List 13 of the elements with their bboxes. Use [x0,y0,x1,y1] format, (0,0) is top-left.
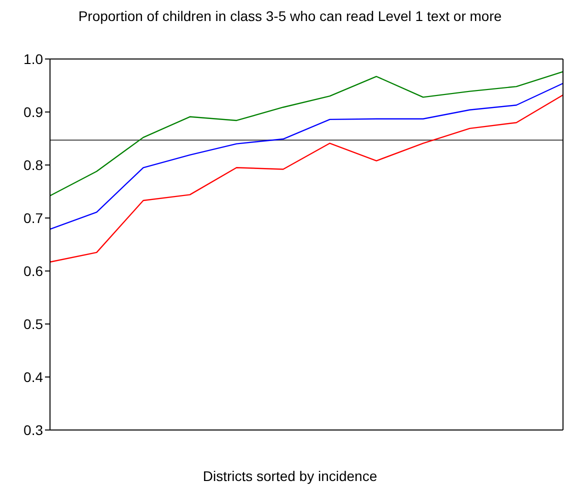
chart-title: Proportion of children in class 3-5 who can read Level 1 text or more [77,8,503,26]
y-tick-label: 0.5 [24,316,44,332]
line-series [49,71,564,196]
y-tick-label: 0.7 [24,210,44,226]
line-series [49,94,564,263]
y-tick-label: 0.4 [24,368,44,385]
y-tick-label: 0.9 [24,104,44,120]
line-series [49,82,564,230]
y-tick-label: 0.6 [24,262,44,279]
y-tick-label: 1.0 [24,50,44,67]
x-axis-title: Districts sorted by incidence [202,468,378,484]
y-tick-label: 0.8 [24,156,44,173]
y-tick-label: 0.3 [24,422,44,438]
